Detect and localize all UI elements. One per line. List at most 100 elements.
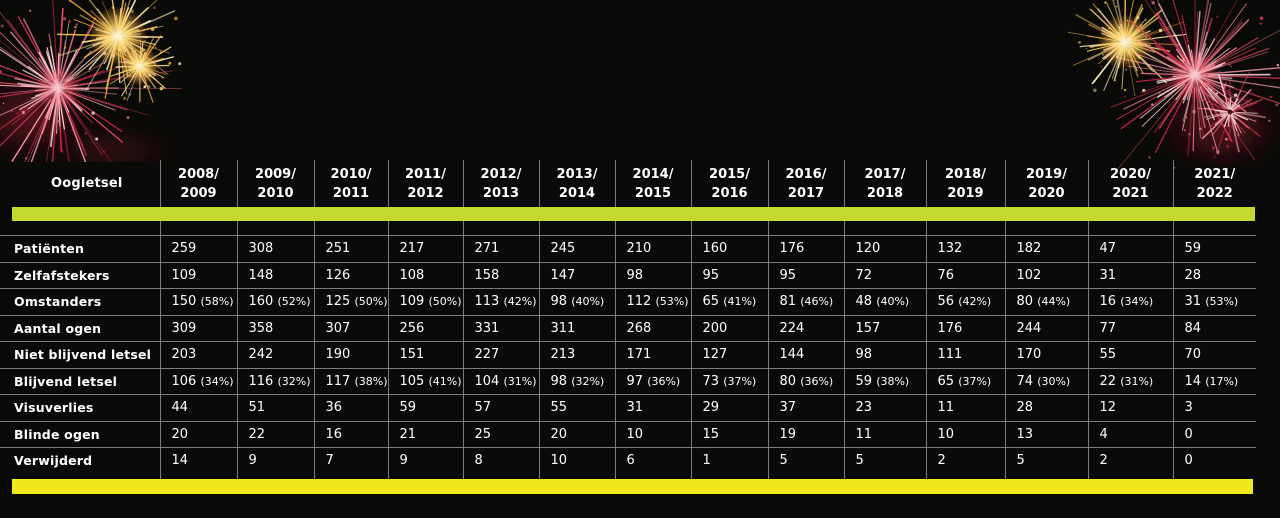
table-cell: 251 (314, 235, 389, 262)
table-cell: 11 (844, 420, 927, 448)
table-cell: 309 (160, 314, 238, 342)
table-cell: 5 (1005, 447, 1089, 474)
row-label: Omstanders (0, 288, 161, 315)
row-label: Zelfafstekers (0, 261, 161, 289)
table-cell: 7 (314, 447, 389, 474)
table-cell: 308 (237, 235, 315, 262)
table-cell: 80 (36%) (768, 367, 845, 395)
table-cell: 0 (1173, 447, 1256, 474)
table-cell: 59 (388, 394, 464, 421)
table-cell: 227 (463, 341, 540, 368)
table-cell: 307 (314, 314, 389, 342)
table-cell: 14 (17%) (1173, 367, 1256, 395)
table-header-row: Oogletsel 2008/2009 2009/2010 2010/2011 201… (0, 160, 1256, 207)
table-cell: 157 (844, 314, 927, 342)
table-cell: 55 (539, 394, 616, 421)
table-cell: 47 (1088, 235, 1174, 262)
table-cell: 74 (30%) (1005, 367, 1089, 395)
fireworks-image-left (0, 0, 182, 162)
percentage-value: (46%) (800, 295, 834, 309)
table-cell: 59 (38%) (844, 367, 927, 395)
table-cell: 37 (768, 394, 845, 421)
footer-divider-bar (12, 479, 1253, 494)
column-header-year: 2013/2014 (539, 160, 616, 207)
table-cell: 65 (37%) (926, 367, 1006, 395)
table-cell: 48 (40%) (844, 288, 927, 315)
percentage-value: (37%) (958, 374, 992, 388)
table-cell: 5 (844, 447, 927, 474)
table-cell: 127 (691, 341, 769, 368)
table-cell: 84 (1173, 314, 1256, 342)
column-header-year: 2009/2010 (237, 160, 315, 207)
table-cell: 213 (539, 341, 616, 368)
percentage-value: (34%) (1120, 295, 1154, 309)
table-cell: 14 (160, 447, 238, 474)
percentage-value: (34%) (200, 374, 234, 388)
percentage-value: (32%) (571, 374, 605, 388)
table-cell: 210 (615, 235, 692, 262)
percentage-value: (42%) (958, 295, 992, 309)
table-cell: 22 (31%) (1088, 367, 1174, 395)
table-cell: 113 (42%) (463, 288, 540, 315)
percentage-value: (58%) (200, 295, 234, 309)
percentage-value: (53%) (1205, 295, 1239, 309)
table-cell: 259 (160, 235, 238, 262)
table-cell: 59 (1173, 235, 1256, 262)
percentage-value: (50%) (354, 295, 388, 309)
table-cell: 97 (36%) (615, 367, 692, 395)
percentage-value: (32%) (277, 374, 311, 388)
table-cell: 76 (926, 261, 1006, 289)
table-cell: 132 (926, 235, 1006, 262)
table-cell: 1 (691, 447, 769, 474)
table-row: Omstanders 150 (58%) 160 (52%) 125 (50%) 109… (0, 288, 1256, 315)
table-cell: 15 (691, 420, 769, 448)
table-cell: 20 (539, 420, 616, 448)
table-cell: 242 (237, 341, 315, 368)
column-header-year: 2017/2018 (844, 160, 927, 207)
percentage-value: (30%) (1037, 374, 1071, 388)
table-cell: 16 (314, 420, 389, 448)
table-cell: 105 (41%) (388, 367, 464, 395)
table-cell: 77 (1088, 314, 1174, 342)
table-row: Patiënten 259 308 251 217 271 245 210 160 176 120 1… (0, 235, 1256, 262)
table-cell: 125 (50%) (314, 288, 389, 315)
table-row: Blinde ogen 20 22 16 21 25 20 10 15 19 11 10 13 4 0 (0, 420, 1256, 448)
table-cell: 182 (1005, 235, 1089, 262)
table-cell: 23 (844, 394, 927, 421)
table-cell: 245 (539, 235, 616, 262)
table-cell: 44 (160, 394, 238, 421)
table-cell: 11 (926, 394, 1006, 421)
table-cell: 98 (844, 341, 927, 368)
table-cell: 0 (1173, 420, 1256, 448)
table-cell: 176 (768, 235, 845, 262)
table-cell: 200 (691, 314, 769, 342)
table-cell: 106 (34%) (160, 367, 238, 395)
table-cell: 116 (32%) (237, 367, 315, 395)
table-cell: 311 (539, 314, 616, 342)
column-header-year: 2012/2013 (463, 160, 540, 207)
table-row: Blijvend letsel 106 (34%) 116 (32%) 117 (38… (0, 367, 1256, 395)
table-cell: 160 (691, 235, 769, 262)
table-cell: 151 (388, 341, 464, 368)
table-cell: 13 (1005, 420, 1089, 448)
table-cell: 171 (615, 341, 692, 368)
table-cell: 55 (1088, 341, 1174, 368)
table-title: Oogletsel (0, 160, 161, 207)
column-header-year: 2011/2012 (388, 160, 464, 207)
percentage-value: (38%) (876, 374, 910, 388)
table-cell: 147 (539, 261, 616, 289)
table-cell: 73 (37%) (691, 367, 769, 395)
table-cell: 268 (615, 314, 692, 342)
table-cell: 224 (768, 314, 845, 342)
table-row: Aantal ogen 309 358 307 256 331 311 268 200 224 15… (0, 314, 1256, 342)
table-cell: 98 (32%) (539, 367, 616, 395)
percentage-value: (36%) (647, 374, 681, 388)
table-cell: 10 (539, 447, 616, 474)
column-header-year: 2014/2015 (615, 160, 692, 207)
table-cell: 150 (58%) (160, 288, 238, 315)
table-cell: 256 (388, 314, 464, 342)
percentage-value: (40%) (571, 295, 605, 309)
table-cell: 126 (314, 261, 389, 289)
row-label: Patiënten (0, 235, 161, 262)
